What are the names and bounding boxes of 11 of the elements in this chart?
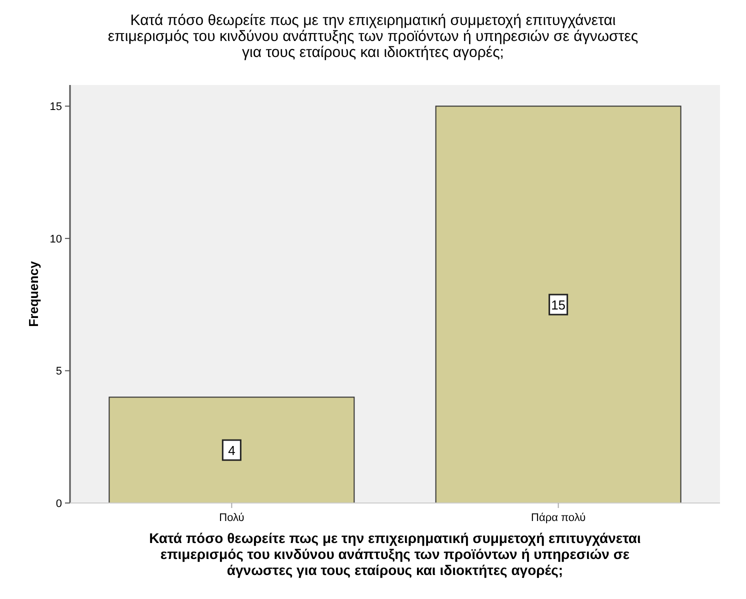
y-tick-label: 0 xyxy=(56,498,62,510)
y-axis-title: Frequency xyxy=(26,260,41,327)
x-tick-label: Πολύ xyxy=(219,512,244,524)
data-label: 15 xyxy=(551,298,566,313)
x-tick-label: Πάρα πολύ xyxy=(531,512,586,524)
data-label: 4 xyxy=(228,443,236,458)
y-tick-label: 15 xyxy=(50,101,62,114)
x-axis-title: Κατά πόσο θεωρείτε πως με την επιχειρηματική συμμετοχή επιτυγχάνεται επιμερισμός του κινδύνου ανάπτυξης των προϊόντων ή υπηρεσιών σε άγνωστες για τους εταίρους και ιδιοκτήτες αγορές; xyxy=(149,530,642,578)
y-tick-label: 5 xyxy=(56,366,62,378)
chart-title: Κατά πόσο θεωρείτε πως με την επιχειρηματική συμμετοχή επιτυγχάνεται επιμερισμός του κινδύνου ανάπτυξης των προϊόντων ή υπηρεσιών σε άγνωστες για τους εταίρους και ιδιοκτήτες αγορές; xyxy=(108,12,638,61)
y-tick-label: 10 xyxy=(50,233,62,246)
